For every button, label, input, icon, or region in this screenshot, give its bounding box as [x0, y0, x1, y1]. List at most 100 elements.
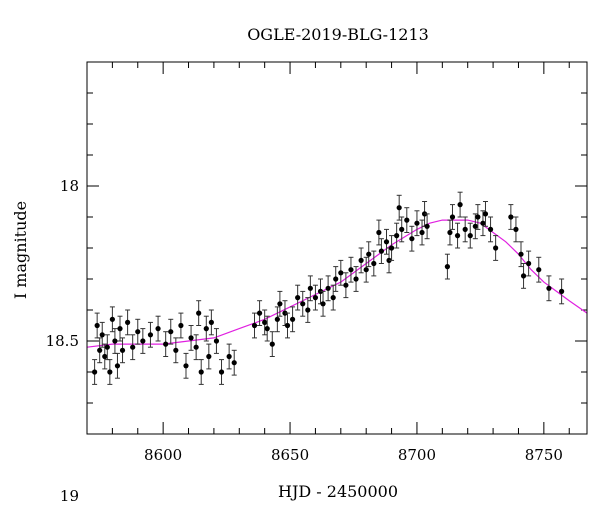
data-marker — [264, 326, 270, 332]
data-marker — [386, 257, 392, 263]
data-point — [353, 266, 359, 292]
data-marker — [378, 248, 385, 254]
data-marker — [102, 353, 108, 360]
plot-frame — [86, 61, 588, 435]
data-marker — [198, 369, 204, 375]
data-marker — [305, 307, 311, 313]
data-marker — [188, 335, 194, 341]
data-marker — [262, 319, 268, 325]
data-point — [277, 290, 283, 317]
data-marker — [140, 338, 146, 344]
data-point — [155, 315, 161, 342]
data-marker — [163, 341, 169, 347]
data-marker — [104, 344, 110, 350]
data-point — [388, 235, 395, 261]
data-point — [363, 256, 369, 283]
data-point — [518, 241, 524, 268]
data-marker — [454, 233, 461, 239]
data-marker — [493, 245, 499, 251]
data-point — [104, 334, 110, 361]
data-marker — [117, 326, 123, 332]
data-marker — [383, 239, 390, 245]
data-point — [289, 306, 296, 333]
x-tick-label: 8650 — [271, 446, 309, 464]
data-point — [140, 328, 146, 354]
data-point — [99, 321, 105, 348]
data-marker — [295, 295, 301, 301]
data-point — [307, 275, 313, 302]
data-point — [97, 337, 103, 364]
data-marker — [208, 319, 214, 325]
data-marker — [363, 267, 369, 273]
data-marker — [284, 322, 291, 329]
y-tick-label: 18 — [60, 177, 79, 195]
data-marker — [130, 344, 136, 350]
data-marker — [173, 347, 179, 353]
data-marker — [348, 267, 354, 273]
data-point — [256, 300, 263, 326]
data-point — [208, 309, 214, 336]
model-fit-curve — [87, 219, 587, 348]
data-marker — [388, 245, 395, 251]
data-marker — [353, 276, 359, 282]
y-axis-label: I magnitude — [11, 201, 30, 299]
data-marker — [526, 260, 532, 267]
data-point — [312, 284, 319, 311]
data-point — [467, 222, 473, 249]
data-marker — [333, 276, 339, 282]
data-marker — [325, 285, 331, 291]
data-point — [482, 201, 489, 227]
data-point — [168, 318, 174, 345]
data-point — [508, 204, 514, 230]
data-points — [92, 191, 565, 385]
data-marker — [338, 270, 344, 276]
data-marker — [274, 316, 280, 322]
data-marker — [520, 273, 527, 279]
data-point — [264, 315, 270, 342]
data-point — [419, 219, 425, 246]
axis-tick-labels: 8600 8650 8700 8750 18 18.5 19 — [46, 177, 563, 505]
data-point — [513, 216, 519, 243]
data-point — [404, 207, 410, 233]
data-marker — [196, 310, 202, 316]
chart-title: OGLE-2019-BLG-1213 — [247, 25, 429, 44]
data-marker — [203, 326, 209, 332]
data-marker — [419, 229, 425, 236]
data-point — [147, 321, 154, 348]
x-axis-label: HJD - 2450000 — [278, 482, 398, 501]
data-marker — [256, 310, 263, 316]
data-marker — [399, 226, 405, 232]
data-marker — [409, 236, 415, 242]
data-point — [414, 210, 420, 237]
data-point — [348, 256, 354, 283]
data-point — [449, 204, 456, 230]
data-point — [251, 312, 258, 339]
data-marker — [424, 223, 430, 229]
data-point — [262, 309, 268, 336]
data-marker — [218, 369, 225, 375]
data-point — [333, 266, 339, 292]
data-point — [183, 352, 189, 379]
data-marker — [508, 214, 514, 220]
y-tick-label: 19 — [60, 487, 79, 505]
data-marker — [97, 347, 103, 353]
data-point — [119, 337, 126, 364]
data-point — [274, 306, 280, 333]
data-point — [94, 312, 100, 339]
data-marker — [300, 301, 306, 307]
data-marker — [394, 233, 400, 239]
data-point — [378, 238, 385, 264]
data-marker — [135, 329, 141, 335]
data-marker — [358, 257, 364, 263]
data-marker — [546, 285, 552, 291]
data-point — [325, 275, 331, 302]
data-marker — [226, 353, 232, 360]
data-marker — [457, 202, 463, 208]
data-point — [376, 219, 382, 246]
data-point — [493, 235, 499, 261]
data-point — [546, 275, 552, 302]
data-marker — [178, 322, 184, 329]
data-point — [526, 250, 532, 277]
data-point — [472, 213, 478, 240]
data-point — [109, 306, 115, 333]
